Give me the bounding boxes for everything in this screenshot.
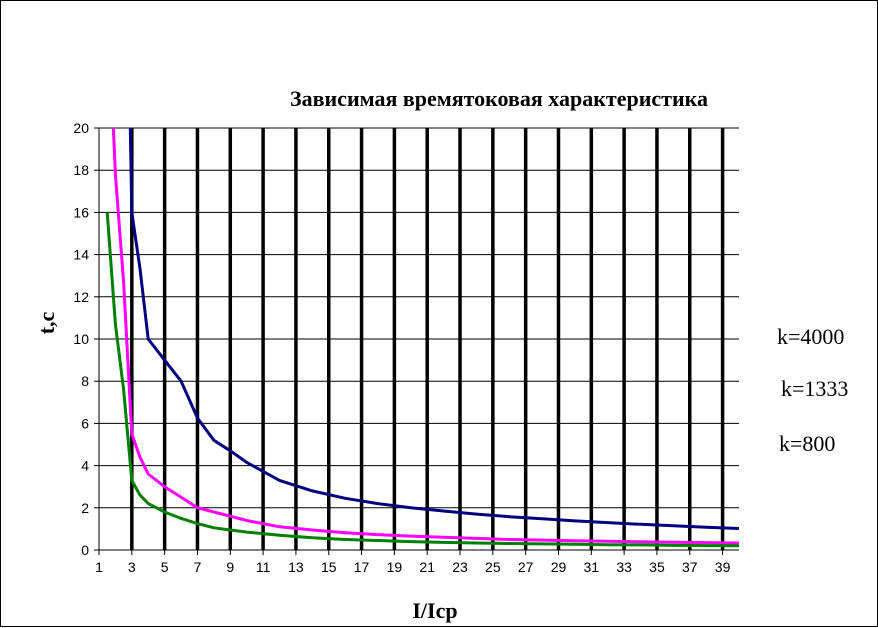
y-tick-label: 6 [81, 415, 89, 431]
y-tick-label: 0 [81, 542, 89, 558]
x-tick-label: 11 [256, 559, 271, 575]
y-tick-label: 14 [73, 247, 89, 263]
series-line-k4000 [128, 128, 739, 530]
legend-k4000: k=4000 [777, 324, 844, 349]
x-tick-label: 3 [128, 559, 136, 575]
series-lines [105, 128, 739, 548]
x-tick-label: 1 [95, 559, 103, 575]
x-tick-label: 33 [616, 559, 632, 575]
x-axis-label: I/Icp [412, 598, 457, 623]
y-tick-label: 16 [73, 204, 89, 220]
x-tick-label: 17 [354, 559, 370, 575]
series-line-k1333 [111, 128, 739, 545]
chart-title: Зависимая времятоковая характеристика [290, 86, 708, 111]
legend-k800: k=800 [779, 431, 835, 456]
x-tick-label: 29 [551, 559, 567, 575]
y-tick-label: 18 [73, 162, 89, 178]
x-tick-label: 19 [387, 559, 403, 575]
y-tick-label: 4 [81, 458, 89, 474]
y-tick-label: 2 [81, 500, 89, 516]
y-axis-label: t,c [34, 311, 59, 334]
x-tick-label: 9 [226, 559, 234, 575]
series-line-k800 [105, 212, 739, 548]
x-tick-label: 31 [584, 559, 600, 575]
x-tick-label: 39 [715, 559, 731, 575]
y-tick-label: 12 [73, 289, 89, 305]
x-tick-label: 27 [518, 559, 534, 575]
x-tick-label: 15 [321, 559, 337, 575]
x-tick-label: 37 [682, 559, 698, 575]
grid [99, 127, 739, 551]
x-tick-label: 13 [288, 559, 304, 575]
x-tick-label: 21 [419, 559, 435, 575]
y-tick-label: 8 [81, 373, 89, 389]
x-tick-label: 5 [161, 559, 169, 575]
x-tick-label: 23 [452, 559, 468, 575]
y-tick-label: 20 [73, 120, 89, 136]
x-tick-label: 25 [485, 559, 501, 575]
legend-k1333: k=1333 [781, 376, 848, 401]
y-tick-label: 10 [73, 331, 89, 347]
x-tick-label: 7 [194, 559, 202, 575]
x-tick-label: 35 [649, 559, 665, 575]
